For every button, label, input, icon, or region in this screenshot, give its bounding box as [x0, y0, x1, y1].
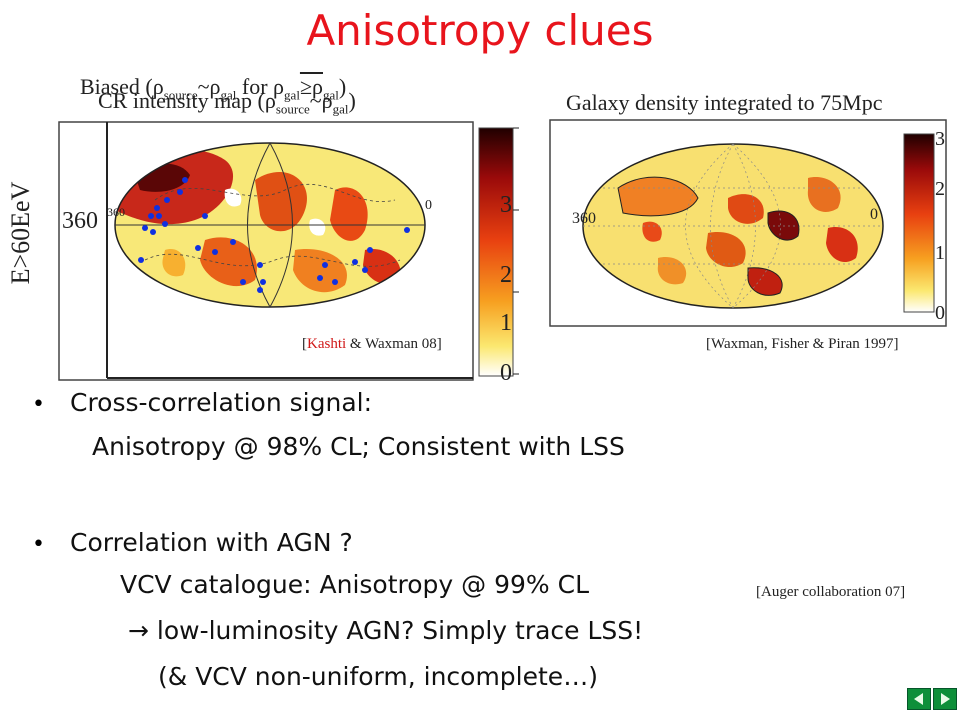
right-colorbar-tick-1: 1 — [935, 242, 945, 264]
waxman-citation: [Waxman, Fisher & Piran 1997] — [706, 336, 899, 352]
left-axis-0: 0 — [425, 198, 432, 213]
right-sky-map — [549, 119, 947, 327]
triangle-left-icon — [914, 693, 923, 705]
bullet-vcv-catalogue: VCV catalogue: Anisotropy @ 99% CL — [120, 570, 589, 599]
right-map-label: Galaxy density integrated to 75Mpc — [566, 90, 883, 115]
left-map-panel: Biased (ρsource~ρgal for ρgal≥ρgal) CR i… — [0, 70, 530, 386]
nav-next-button[interactable] — [933, 688, 957, 710]
nav-previous-button[interactable] — [907, 688, 931, 710]
left-map-cr-label: CR intensity map (ρsource~ρgal) — [98, 88, 356, 117]
left-map-biased-label: Biased (ρsource~ρgal for ρgal≥ρgal) — [80, 74, 347, 103]
bullet-dot-1: • — [32, 392, 45, 417]
right-colorbar-tick-0: 0 — [935, 302, 945, 324]
bullet-cross-correlation: Cross-correlation signal: — [70, 388, 373, 417]
left-colorbar-tick-2: 2 — [500, 262, 512, 288]
triangle-right-icon — [941, 693, 950, 705]
bullet-vcv-nonuniform: (& VCV non-uniform, incomplete…) — [158, 662, 598, 691]
left-sky-map — [58, 121, 519, 381]
bullet-agn: Correlation with AGN ? — [70, 528, 353, 557]
energy-label: E>60EeV — [6, 181, 35, 285]
right-axis-360: 360 — [572, 210, 596, 227]
bullet-dot-2: • — [32, 532, 45, 557]
right-colorbar-tick-2: 2 — [935, 178, 945, 200]
arrow-right-icon: → — [128, 616, 149, 645]
right-axis-0: 0 — [870, 206, 878, 223]
left-axis-360-small: 360 — [107, 205, 125, 219]
auger-citation: [Auger collaboration 07] — [756, 584, 906, 600]
left-colorbar-tick-0: 0 — [500, 360, 512, 386]
left-axis-360-large: 360 — [62, 208, 98, 234]
slide-title: Anisotropy clues — [306, 6, 654, 55]
kashti-citation: [Kashti & Waxman 08] — [302, 336, 442, 352]
left-colorbar-tick-3: 3 — [500, 192, 512, 218]
left-colorbar-tick-1: 1 — [500, 310, 512, 336]
right-colorbar-tick-3: 3 — [935, 128, 945, 150]
bullet-low-luminosity: → low-luminosity AGN? Simply trace LSS! — [128, 616, 644, 645]
bullet-cross-correlation-sub: Anisotropy @ 98% CL; Consistent with LSS — [92, 432, 625, 461]
